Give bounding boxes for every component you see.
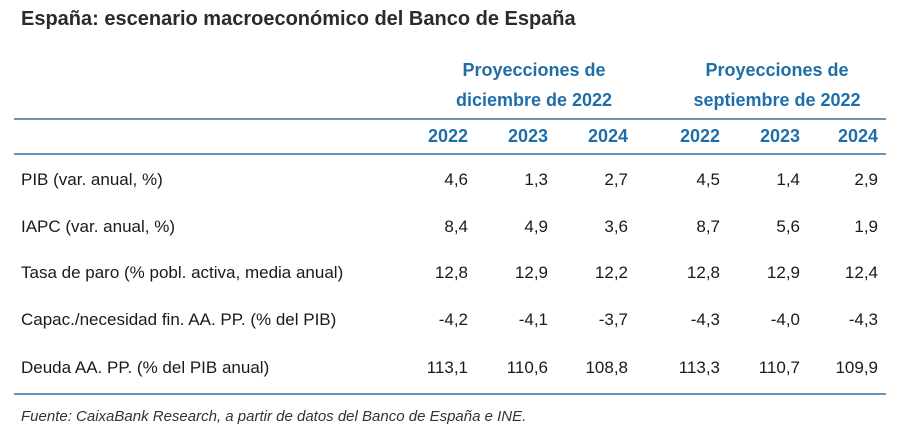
table-title: España: escenario macroeconómico del Ban… [21,8,576,30]
row-label: PIB (var. anual, %) [21,170,163,189]
cell-value: 2,7 [604,170,628,189]
table-row: IAPC (var. anual, %) 8,4 4,9 3,6 8,7 5,6 1,9 [0,217,900,241]
row-label: Deuda AA. PP. (% del PIB anual) [21,358,270,377]
cell-value: 12,2 [594,263,628,282]
cell-value: -4,0 [770,310,800,329]
cell-value: -4,1 [518,310,548,329]
group-header-line2: diciembre de 2022 [455,90,613,110]
cell-value: -3,7 [598,310,628,329]
cell-value: 2,9 [854,170,878,189]
cell-value: 3,6 [604,217,628,236]
cell-value: -4,3 [848,310,878,329]
table-row: Tasa de paro (% pobl. activa, media anua… [0,263,900,287]
group-header-line1: Proyecciones de [705,60,849,80]
bottom-rule [14,393,886,395]
group-header-december: Proyecciones de diciembre de 2022 [419,55,649,115]
table-row: Deuda AA. PP. (% del PIB anual) 113,1 110,… [0,358,900,382]
group-header-september: Proyecciones de septiembre de 2022 [662,55,892,115]
cell-value: -4,3 [690,310,720,329]
cell-value: 110,6 [506,358,548,377]
cell-value: 113,3 [678,358,720,377]
group-header-line1: Proyecciones de [462,60,606,80]
cell-value: 12,9 [514,263,548,282]
row-label: Tasa de paro (% pobl. activa, media anua… [21,263,344,282]
cell-value: 109,9 [835,358,878,377]
cell-value: 12,4 [844,263,878,282]
footnote: Fuente: CaixaBank Research, a partir de … [21,408,527,425]
group-header-line2: septiembre de 2022 [693,90,861,110]
cell-value: 8,7 [696,217,720,236]
cell-value: 12,8 [686,263,720,282]
cell-value: 110,7 [758,358,800,377]
year-header: 2023 [507,126,548,146]
row-label: IAPC (var. anual, %) [21,217,176,236]
year-divider [14,153,886,155]
cell-value: 4,9 [524,217,548,236]
year-header: 2022 [679,126,720,146]
row-label: Capac./necesidad fin. AA. PP. (% del PIB… [21,310,337,329]
cell-value: 5,6 [776,217,800,236]
year-header: 2023 [759,126,800,146]
year-header: 2024 [837,126,878,146]
cell-value: 1,3 [524,170,548,189]
table-row: Capac./necesidad fin. AA. PP. (% del PIB… [0,310,900,334]
cell-value: 108,8 [585,358,628,377]
table-row: PIB (var. anual, %) 4,6 1,3 2,7 4,5 1,4 2,9 [0,170,900,194]
cell-value: 4,6 [444,170,468,189]
cell-value: 8,4 [444,217,468,236]
cell-value: -4,2 [438,310,468,329]
cell-value: 4,5 [696,170,720,189]
cell-value: 12,9 [766,263,800,282]
year-header: 2024 [587,126,628,146]
year-header: 2022 [427,126,468,146]
cell-value: 113,1 [426,358,468,377]
cell-value: 1,9 [854,217,878,236]
header-divider [14,118,886,120]
cell-value: 1,4 [776,170,800,189]
cell-value: 12,8 [434,263,468,282]
